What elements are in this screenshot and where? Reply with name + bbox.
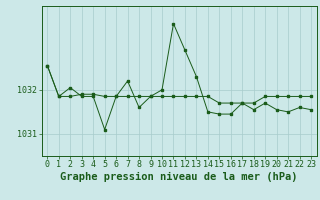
- X-axis label: Graphe pression niveau de la mer (hPa): Graphe pression niveau de la mer (hPa): [60, 172, 298, 182]
